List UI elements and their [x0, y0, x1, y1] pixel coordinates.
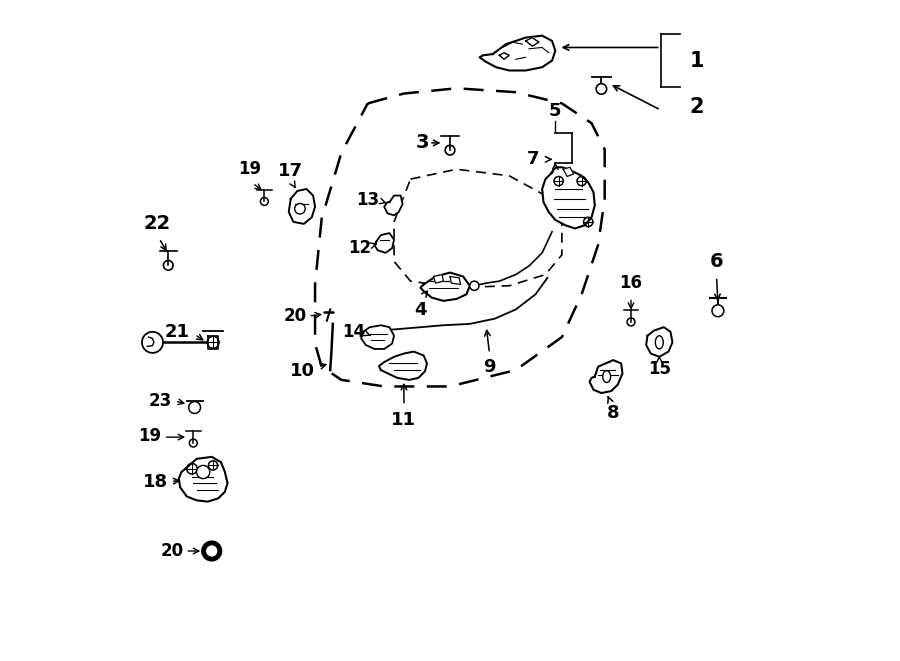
Circle shape — [207, 546, 217, 556]
Circle shape — [202, 541, 221, 561]
Polygon shape — [500, 53, 509, 59]
Polygon shape — [450, 276, 461, 284]
Text: 1: 1 — [689, 51, 704, 71]
Polygon shape — [179, 457, 228, 502]
Ellipse shape — [603, 371, 610, 383]
Text: 11: 11 — [392, 410, 417, 429]
Polygon shape — [542, 167, 595, 229]
Text: 7: 7 — [526, 150, 539, 169]
Text: 6: 6 — [710, 253, 724, 271]
Polygon shape — [384, 196, 402, 215]
Circle shape — [470, 281, 479, 290]
Text: 13: 13 — [356, 191, 379, 209]
Text: 17: 17 — [278, 163, 303, 180]
Polygon shape — [379, 352, 427, 380]
Polygon shape — [563, 167, 573, 176]
Polygon shape — [590, 360, 623, 393]
Circle shape — [294, 204, 305, 214]
Text: 10: 10 — [290, 362, 315, 380]
Circle shape — [142, 332, 163, 353]
Text: 16: 16 — [619, 274, 643, 292]
Polygon shape — [208, 336, 219, 349]
Ellipse shape — [655, 336, 663, 349]
Polygon shape — [596, 77, 607, 87]
Text: 5: 5 — [549, 102, 562, 120]
Text: 18: 18 — [143, 473, 168, 491]
Circle shape — [712, 305, 724, 317]
Text: 19: 19 — [139, 427, 162, 445]
Polygon shape — [480, 36, 555, 71]
Circle shape — [196, 465, 210, 479]
Text: 15: 15 — [648, 360, 670, 378]
Polygon shape — [420, 272, 470, 301]
Text: 20: 20 — [160, 542, 184, 560]
Circle shape — [189, 402, 201, 413]
Text: 14: 14 — [343, 323, 365, 341]
Text: 19: 19 — [238, 160, 262, 178]
Text: 2: 2 — [689, 97, 704, 117]
Text: 21: 21 — [165, 323, 190, 341]
Text: 22: 22 — [143, 214, 171, 233]
Text: 12: 12 — [348, 239, 371, 256]
Polygon shape — [361, 325, 394, 349]
Polygon shape — [374, 233, 394, 253]
Text: 4: 4 — [414, 301, 427, 319]
Polygon shape — [526, 38, 539, 46]
Text: 23: 23 — [149, 392, 172, 410]
Text: 20: 20 — [284, 307, 307, 325]
Polygon shape — [289, 189, 315, 224]
Text: 3: 3 — [416, 134, 429, 153]
Circle shape — [596, 84, 607, 95]
Text: 9: 9 — [483, 358, 496, 376]
Text: 8: 8 — [607, 405, 619, 422]
Polygon shape — [434, 274, 444, 283]
Polygon shape — [646, 327, 672, 357]
